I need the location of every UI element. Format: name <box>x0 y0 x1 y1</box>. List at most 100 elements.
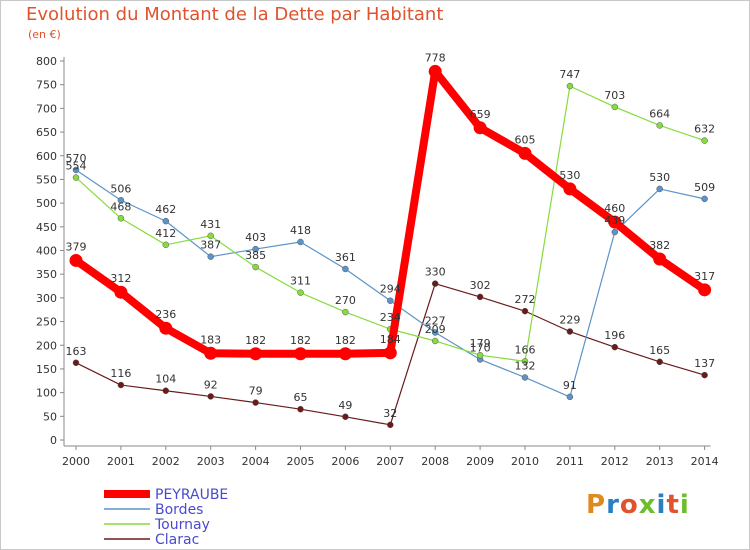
data-label: 431 <box>200 218 221 231</box>
data-label: 554 <box>66 160 87 173</box>
data-point <box>476 351 484 359</box>
data-point <box>701 137 708 144</box>
data-label: 179 <box>470 337 491 350</box>
y-tick-label: 350 <box>36 268 57 281</box>
data-label: 509 <box>694 181 715 194</box>
x-tick-label: 2002 <box>152 455 180 468</box>
data-point <box>431 329 439 336</box>
data-point <box>338 347 352 361</box>
y-tick-label: 400 <box>36 245 57 258</box>
data-point <box>608 215 622 229</box>
y-tick-label: 800 <box>36 55 57 68</box>
data-point <box>342 265 349 273</box>
legend-item-tournay: Tournay <box>154 517 210 533</box>
logo-letter: o <box>619 490 639 520</box>
data-point <box>383 346 397 360</box>
data-label: 302 <box>470 279 491 292</box>
data-point <box>159 321 173 335</box>
data-label: 91 <box>563 379 577 392</box>
data-point <box>656 358 663 366</box>
x-tick-label: 2009 <box>466 455 494 468</box>
data-label: 184 <box>380 333 401 346</box>
x-tick-label: 2005 <box>287 455 315 468</box>
y-tick-label: 450 <box>36 221 57 234</box>
data-label: 382 <box>649 239 670 252</box>
x-tick-label: 2012 <box>601 455 629 468</box>
data-label: 116 <box>110 367 131 380</box>
data-point <box>611 103 619 111</box>
data-point <box>428 64 442 78</box>
data-label: 209 <box>425 323 446 336</box>
data-point <box>566 82 574 90</box>
x-tick-label: 2007 <box>376 455 404 468</box>
data-label: 32 <box>383 407 397 420</box>
data-point <box>297 289 304 296</box>
data-label: 234 <box>380 311 401 324</box>
data-label: 183 <box>200 333 221 346</box>
data-label: 49 <box>338 399 352 412</box>
y-tick-label: 600 <box>36 150 57 163</box>
data-point <box>473 121 487 135</box>
data-label: 632 <box>694 123 715 136</box>
data-point <box>656 122 663 129</box>
data-labels: 379 312 236 183 182 182 182 184 778 659 605 530 460 3… <box>66 51 716 419</box>
data-label: 778 <box>425 51 446 64</box>
data-point <box>701 371 708 379</box>
x-tick-label: 2003 <box>197 455 225 468</box>
x-tick-label: 2010 <box>511 455 539 468</box>
data-label: 418 <box>290 224 311 237</box>
data-point <box>566 328 574 335</box>
data-point <box>563 182 577 196</box>
data-label: 227 <box>425 314 446 327</box>
data-label: 163 <box>66 345 87 358</box>
data-label: 312 <box>110 272 131 285</box>
data-point <box>518 146 532 160</box>
data-point <box>698 283 712 297</box>
data-point <box>204 346 218 360</box>
data-label: 747 <box>559 68 580 81</box>
data-label: 530 <box>649 171 670 184</box>
logo-letter: x <box>638 490 657 520</box>
data-label: 182 <box>290 334 311 347</box>
data-label: 361 <box>335 251 356 264</box>
y-tick-label: 500 <box>36 197 57 210</box>
data-point <box>207 253 214 260</box>
data-point <box>342 413 349 421</box>
data-label: 703 <box>604 89 625 102</box>
data-point <box>252 399 259 406</box>
legend-item-clarac: Clarac <box>155 532 199 548</box>
data-label: 330 <box>425 266 446 279</box>
data-point <box>72 166 80 174</box>
data-point <box>476 293 484 301</box>
data-label: 132 <box>515 359 536 372</box>
chart-subtitle: (en €) <box>28 28 61 41</box>
data-label: 379 <box>66 240 87 253</box>
data-point <box>431 337 439 345</box>
data-label: 92 <box>204 378 218 391</box>
data-point <box>117 215 125 222</box>
data-label: 170 <box>470 341 491 354</box>
x-tick-label: 2000 <box>62 455 90 468</box>
y-tick-label: 0 <box>50 434 57 447</box>
data-point <box>656 185 663 193</box>
y-tick-label: 300 <box>36 292 57 305</box>
x-tick-label: 2008 <box>421 455 449 468</box>
data-point <box>701 195 708 203</box>
data-label: 462 <box>155 203 176 216</box>
data-point <box>249 347 263 361</box>
y-tick-label: 150 <box>36 363 57 376</box>
data-label: 387 <box>200 239 221 252</box>
data-point <box>297 405 304 413</box>
data-label: 182 <box>245 334 266 347</box>
x-tick-label: 2013 <box>646 455 674 468</box>
data-point <box>297 238 304 246</box>
data-label: 664 <box>649 107 670 120</box>
data-point <box>162 217 170 225</box>
data-label: 137 <box>694 357 715 370</box>
logo-letter: t <box>666 490 680 520</box>
x-tick-label: 2006 <box>331 455 359 468</box>
data-point <box>294 347 307 361</box>
chart-title: Evolution du Montant de la Dette par Hab… <box>26 4 444 25</box>
